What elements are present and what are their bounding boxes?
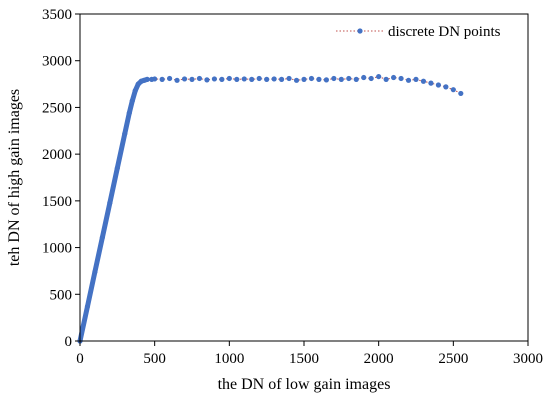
data-point (391, 74, 397, 81)
data-point (249, 76, 255, 82)
data-point (196, 75, 203, 82)
data-point (107, 200, 113, 206)
data-point (376, 73, 382, 80)
data-point (152, 76, 158, 82)
data-point (398, 75, 404, 82)
data-point (234, 76, 240, 82)
data-point (122, 130, 128, 137)
data-point (181, 76, 188, 82)
data-point (271, 76, 277, 82)
y-tick-label: 0 (65, 334, 73, 350)
data-point (346, 75, 352, 82)
data-point (420, 78, 427, 84)
data-point (279, 76, 285, 82)
data-point (308, 75, 315, 82)
data-point (428, 80, 434, 86)
data-point (450, 87, 456, 93)
data-point (256, 75, 262, 82)
data-point (174, 77, 180, 83)
x-axis-title: the DN of low gain images (218, 376, 391, 393)
data-point (99, 234, 105, 240)
data-point (383, 76, 389, 82)
legend: discrete DN points (336, 24, 501, 40)
data-point (84, 303, 91, 310)
plot-area (77, 73, 464, 344)
series-line (79, 76, 462, 342)
data-point (331, 75, 337, 82)
data-point (159, 76, 165, 82)
data-point (264, 76, 270, 82)
x-tick-label: 500 (143, 351, 166, 367)
data-point (92, 269, 98, 275)
data-point (189, 76, 195, 82)
x-tick-label: 2000 (364, 351, 394, 367)
y-axis-title: teh DN of high gain images (6, 89, 23, 266)
y-tick-label: 1000 (42, 241, 72, 257)
y-tick-label: 2500 (42, 100, 72, 116)
y-tick-label: 1500 (42, 194, 72, 210)
data-point (167, 75, 173, 82)
x-tick-label: 2500 (438, 351, 468, 367)
x-tick-label: 1000 (214, 351, 244, 367)
data-point (413, 76, 419, 82)
y-tick-label: 500 (50, 287, 73, 303)
data-point (132, 88, 138, 94)
data-point (301, 76, 307, 82)
data-point (144, 76, 150, 82)
data-point (405, 77, 412, 83)
data-point (443, 84, 449, 90)
data-point (219, 76, 225, 82)
data-point (458, 90, 464, 97)
y-tick-label: 3500 (42, 7, 72, 23)
data-point (293, 77, 300, 83)
series-rise-band (77, 76, 150, 344)
data-point (316, 76, 322, 82)
x-tick-label: 1500 (289, 351, 319, 367)
x-tick-label: 3000 (513, 351, 543, 367)
data-point (204, 77, 210, 83)
data-point (286, 75, 292, 82)
data-point (129, 98, 135, 104)
data-point (353, 76, 359, 82)
data-point (368, 75, 374, 82)
x-tick-label: 0 (76, 351, 84, 367)
legend-marker (357, 28, 363, 34)
data-point (211, 76, 217, 82)
legend-label: discrete DN points (388, 24, 501, 40)
data-point (226, 75, 232, 82)
data-point (114, 165, 120, 171)
data-point (323, 77, 329, 83)
data-point (241, 76, 247, 82)
plot-frame (79, 13, 529, 342)
data-point (435, 82, 441, 88)
axes: 0 500 1000 1500 2000 2500 3000 0 500 1000 1500 2000… (42, 7, 543, 367)
y-tick-label: 3000 (42, 54, 72, 70)
data-point (126, 110, 132, 116)
data-point (338, 76, 344, 82)
data-point (361, 74, 367, 81)
y-tick-label: 2000 (42, 147, 72, 163)
